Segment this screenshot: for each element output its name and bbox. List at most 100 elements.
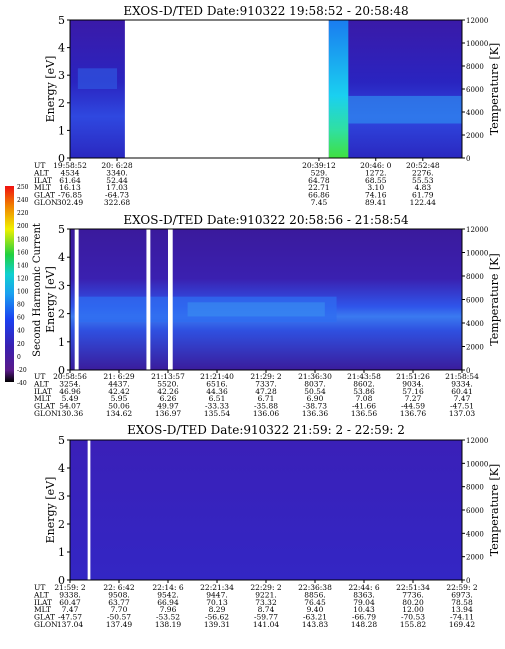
y-tick-label: 1 (58, 336, 65, 349)
ephemeris-value: 21:36:30 (298, 372, 332, 381)
y-tick-label: 4 (58, 42, 65, 55)
ephemeris-value: 68.55 (365, 176, 387, 185)
ephemeris-value: 20:52:48 (406, 161, 440, 170)
ephemeris-value: 8.29 (209, 605, 226, 614)
intensity-band (77, 68, 118, 89)
data-gap (168, 229, 173, 370)
ephemeris-value: 66.94 (157, 598, 179, 607)
colorbar-tick: 120 (17, 275, 29, 282)
ephemeris-value: 148.28 (351, 620, 377, 629)
ephemeris-row-label: ALT (33, 379, 49, 388)
y-tick-label: 5 (58, 14, 65, 27)
y-right-tick-label: 10000 (466, 40, 488, 48)
ephemeris-value: 322.68 (104, 198, 130, 207)
ephemeris-value: -76.85 (58, 191, 82, 200)
y-tick-label: 3 (58, 69, 65, 82)
colorbar-tick: 250 (17, 184, 29, 191)
ephemeris-value: -41.66 (352, 402, 376, 411)
ephemeris-value: 10.43 (353, 605, 375, 614)
ephemeris-value: 6973. (451, 590, 472, 599)
ephemeris-value: 20: 6:28 (101, 161, 133, 170)
ephemeris-value: 53.86 (353, 387, 375, 396)
ephemeris-value: 57.16 (402, 387, 424, 396)
ephemeris-value: 122.44 (410, 198, 436, 207)
ephemeris-value: 22:59: 2 (446, 583, 478, 592)
colorbar-tick: 60 (17, 315, 25, 322)
ephemeris-value: 8602. (353, 379, 374, 388)
y-tick-label: 4 (58, 462, 65, 475)
ephemeris-row-label: ILAT (34, 387, 52, 396)
ephemeris-value: 5.95 (111, 394, 128, 403)
colorbar-gradient (5, 186, 14, 382)
ephemeris-row-label: MLT (34, 605, 51, 614)
ephemeris-value: 5.49 (62, 394, 79, 403)
panel-3: EXOS-D/TED Date:910322 21:59: 2 - 22:59:… (33, 423, 501, 629)
ephemeris-value: 80.20 (402, 598, 424, 607)
spectrogram (70, 440, 462, 580)
ephemeris-value: 4437. (108, 379, 129, 388)
ephemeris-value: 136.97 (155, 409, 181, 418)
ephemeris-value: 8856. (304, 590, 325, 599)
ephemeris-value: 50.54 (304, 387, 326, 396)
ephemeris-value: 21: 6:29 (103, 372, 135, 381)
ephemeris-value: 21:29: 2 (250, 372, 282, 381)
ephemeris-row-label: UT (34, 372, 45, 381)
ephemeris-table: UTALTILATMLTGLATGLON20:58:563254.46.965.… (33, 370, 479, 418)
data-gap (124, 20, 329, 158)
y-right-axis-label: Temperature [K] (488, 43, 501, 135)
y-tick-label: 1 (58, 546, 65, 559)
colorbar-tick: 140 (17, 262, 29, 269)
y-right-tick-label: 4000 (466, 109, 484, 117)
ephemeris-value: 17.03 (106, 183, 128, 192)
ephemeris-value: 141.04 (253, 620, 279, 629)
ephemeris-value: 137.04 (57, 620, 83, 629)
y-tick-label: 2 (58, 97, 65, 110)
ephemeris-value: 22.71 (308, 183, 329, 192)
ephemeris-value: 21:21:40 (200, 372, 234, 381)
ephemeris-value: -44.59 (401, 402, 425, 411)
y-right-tick-label: 8000 (466, 484, 484, 492)
panel-2: EXOS-D/TED Date:910322 20:58:56 - 21:58:… (33, 213, 501, 418)
ephemeris-value: 3.10 (367, 183, 384, 192)
y-right-tick-label: 0 (466, 367, 470, 375)
ephemeris-value: 64.78 (308, 176, 330, 185)
y-right-tick-label: 8000 (466, 63, 484, 71)
data-gap (74, 229, 79, 370)
y-axis-label: Energy [eV] (44, 56, 57, 123)
ephemeris-value: 20:46: 0 (360, 161, 392, 170)
ephemeris-value: 9221. (255, 590, 276, 599)
ephemeris-value: -64.73 (105, 191, 129, 200)
ephemeris-value: 74.16 (365, 191, 387, 200)
panel-title: EXOS-D/TED Date:910322 19:58:52 - 20:58:… (123, 4, 408, 18)
y-right-tick-label: 4000 (466, 320, 484, 328)
ephemeris-value: 4534 (60, 168, 79, 177)
ephemeris-value: -53.52 (156, 613, 180, 622)
ephemeris-value: 7.47 (62, 605, 79, 614)
ephemeris-value: 143.83 (302, 620, 328, 629)
ephemeris-row-label: ALT (33, 168, 49, 177)
ephemeris-value: 61.64 (59, 176, 81, 185)
ephemeris-value: -74.11 (450, 613, 474, 622)
y-tick-label: 0 (58, 364, 65, 377)
y-right-tick-label: 10000 (466, 250, 488, 258)
ephemeris-value: 22:29: 2 (250, 583, 282, 592)
ephemeris-value: 155.82 (400, 620, 426, 629)
ephemeris-value: -66.79 (352, 613, 376, 622)
y-tick-label: 0 (58, 574, 65, 587)
ephemeris-value: 42.26 (157, 387, 179, 396)
ephemeris-value: 7.08 (356, 394, 373, 403)
y-right-tick-label: 10000 (466, 460, 488, 468)
ephemeris-value: 138.19 (155, 620, 181, 629)
ephemeris-value: 1272. (365, 168, 386, 177)
panel-1: EXOS-D/TED Date:910322 19:58:52 - 20:58:… (33, 4, 501, 207)
colorbar-tick: -20 (17, 367, 27, 374)
colorbar: -40 -20 0 20 40 60 80 100 120 140 160 180 200 220 240 2… (5, 184, 43, 387)
y-right-tick-label: 12000 (466, 226, 488, 234)
ephemeris-value: 66.86 (308, 191, 330, 200)
ephemeris-value: 5520. (157, 379, 178, 388)
ephemeris-row-label: MLT (34, 394, 51, 403)
y-right-tick-label: 12000 (466, 17, 488, 25)
ephemeris-value: 136.76 (400, 409, 426, 418)
